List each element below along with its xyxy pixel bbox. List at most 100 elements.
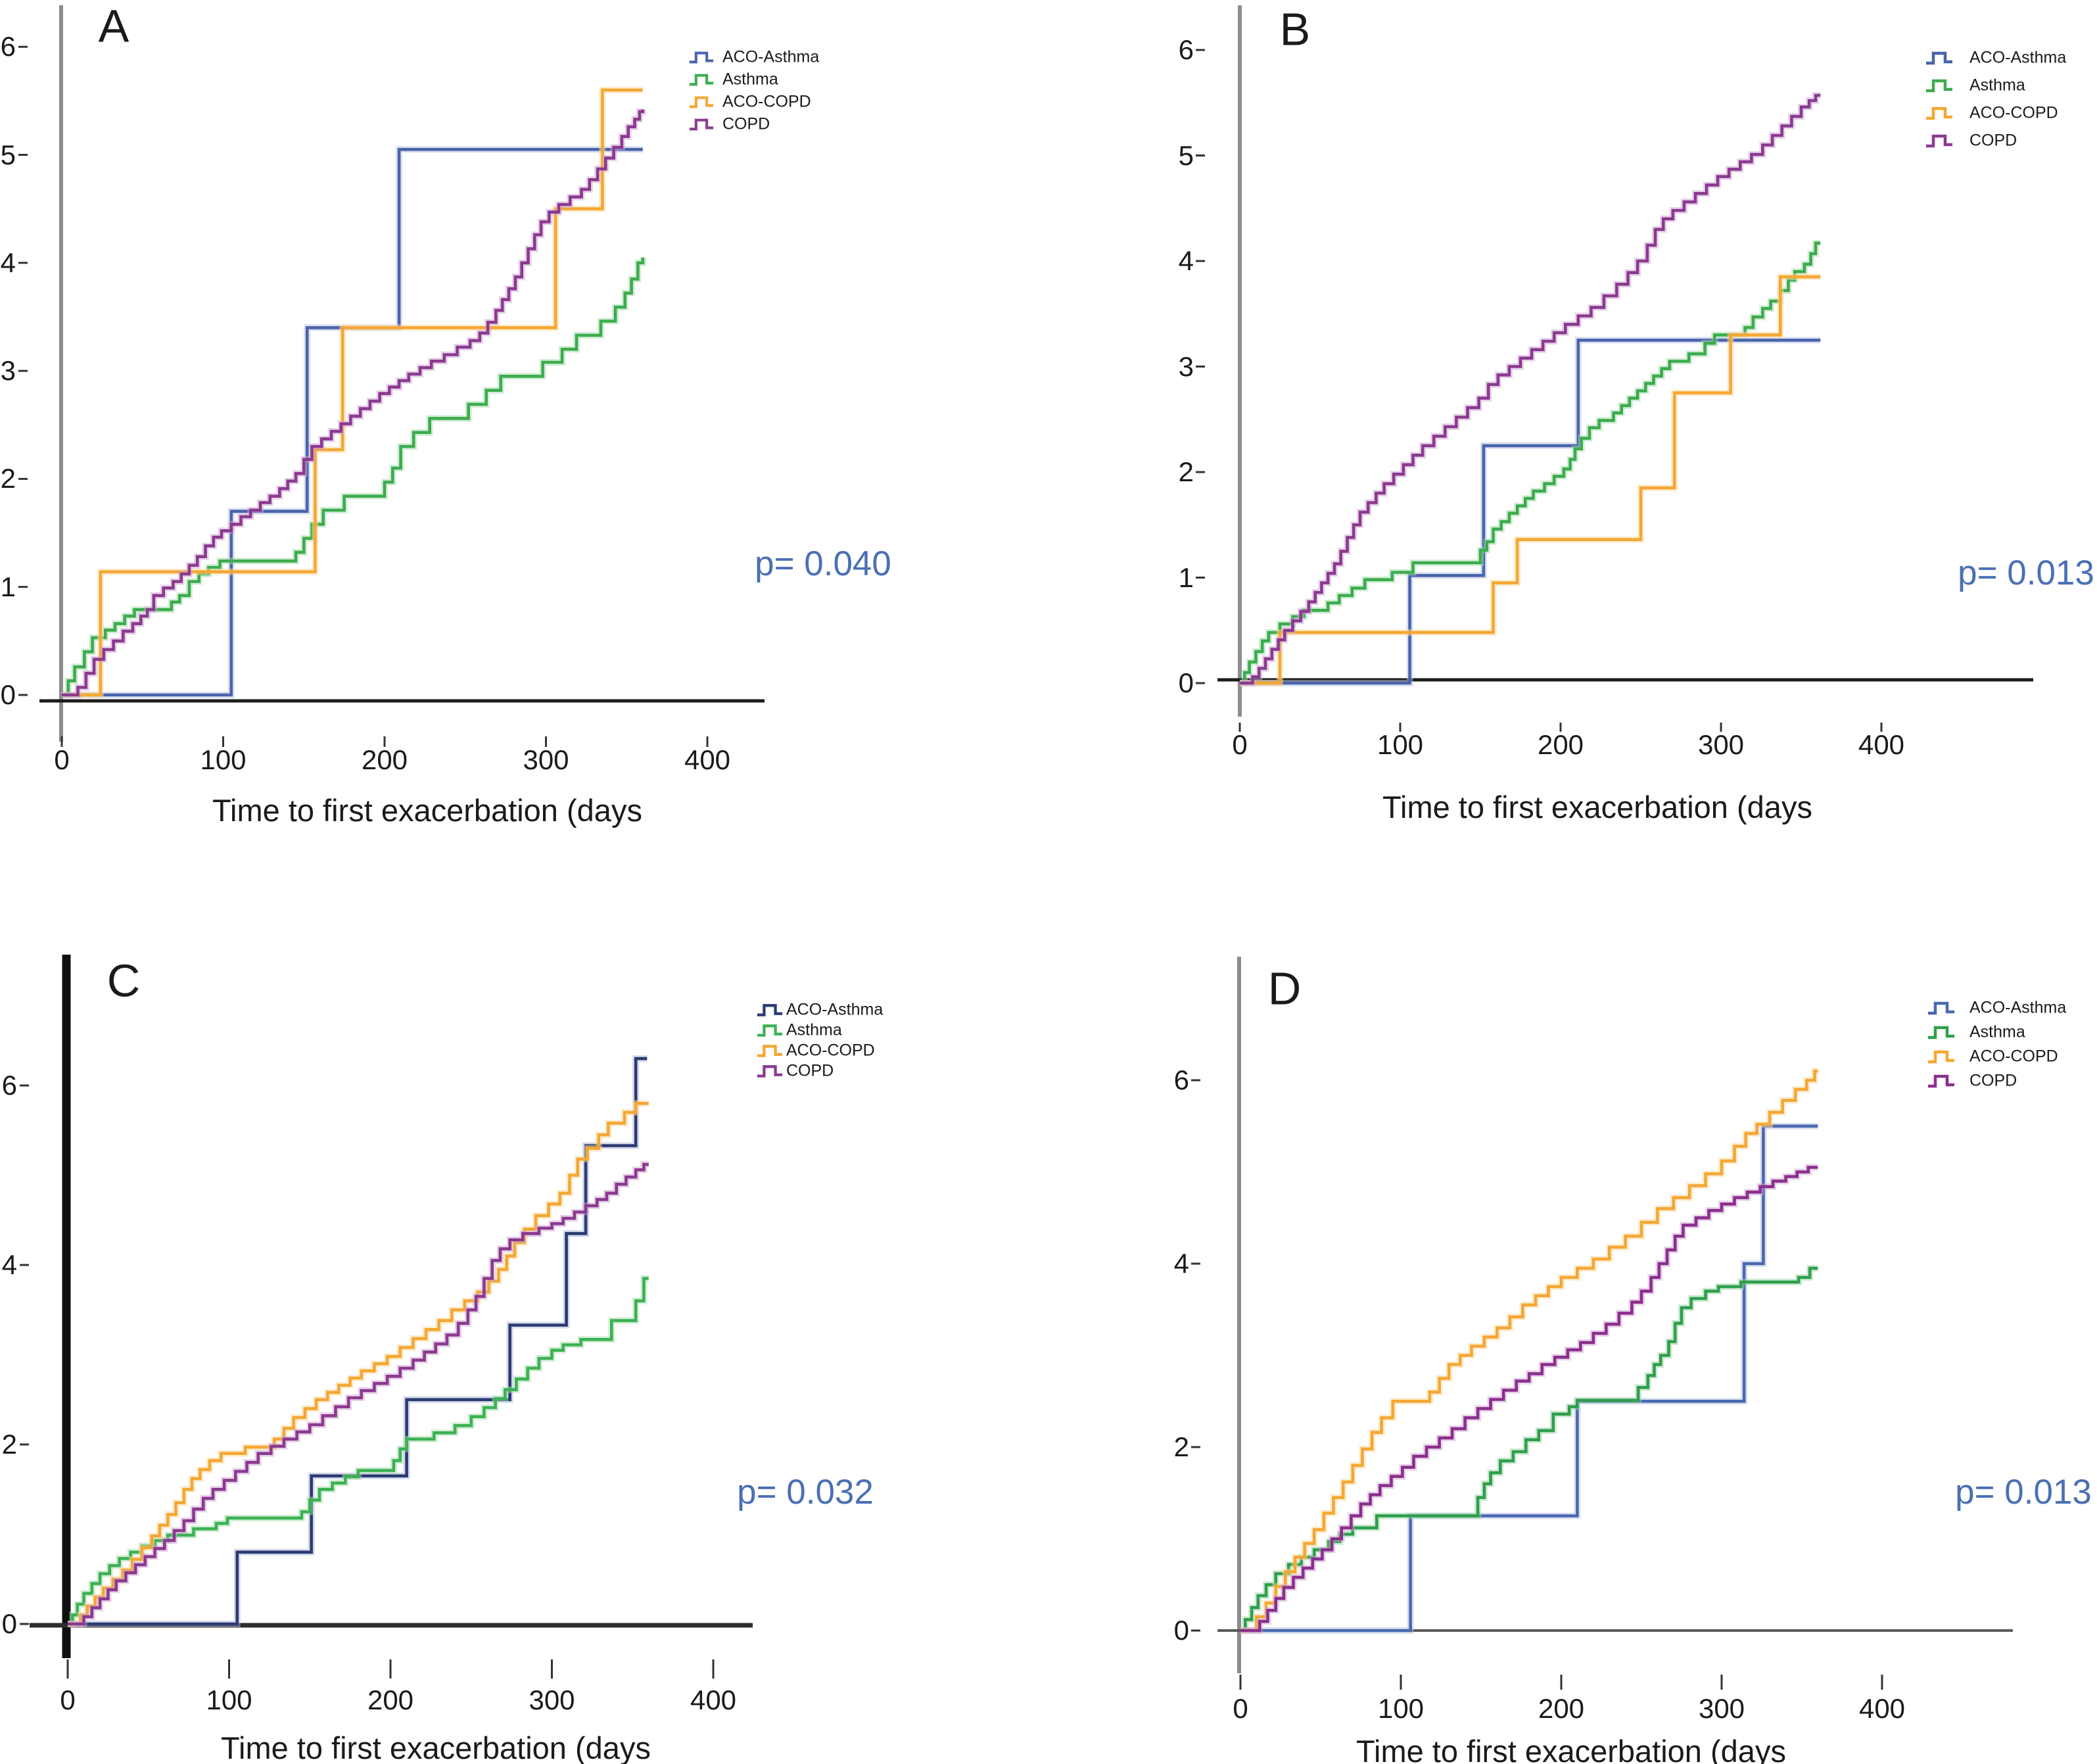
legend-step-glyph: [1928, 1074, 1954, 1088]
panel-letter: C: [106, 955, 141, 1007]
legend-item-label: ACO-COPD: [722, 92, 811, 111]
legend-line-aco-asthma: [1926, 51, 1952, 65]
legend-item-label: Asthma: [786, 1020, 842, 1039]
legend-step-glyph: [757, 1045, 783, 1057]
series-line-copd: [68, 1162, 649, 1626]
legend-line-aco-copd: [1928, 1050, 1954, 1064]
series-line-copd: [1240, 93, 1821, 685]
x-tick-label: 400: [690, 1684, 737, 1715]
legend-key: [1922, 77, 1956, 97]
y-tick-label: 6: [1, 1069, 17, 1101]
legend-item-label: Asthma: [1969, 76, 2025, 95]
y-tick-label: 2: [1173, 1431, 1189, 1462]
x-tick-label: 300: [1698, 1692, 1745, 1724]
p-value-label: p= 0.013: [1955, 1472, 2092, 1512]
x-tick-label: 200: [367, 1684, 414, 1715]
y-tick-label: 1: [1178, 561, 1194, 593]
legend-line-asthma: [1926, 79, 1952, 93]
legend-line-copd: [1926, 134, 1952, 148]
legend-line-aco-asthma: [757, 1004, 783, 1016]
legend-key: [1925, 1072, 1958, 1093]
legend-item-label: ACO-COPD: [1969, 103, 2058, 122]
y-tick-label: 4: [1178, 245, 1194, 276]
legend-item-label: COPD: [722, 114, 770, 133]
legend-line-asthma: [689, 74, 714, 86]
x-tick-label: 400: [1858, 1692, 1906, 1724]
legend-key: [688, 116, 715, 136]
x-tick-label: 0: [1232, 728, 1248, 760]
x-tick-label: 200: [1537, 728, 1584, 760]
x-tick-label: 300: [1697, 728, 1745, 760]
y-tick-label: 2: [1178, 456, 1194, 487]
series-line-asthma: [62, 257, 645, 697]
y-tick-label: 0: [1178, 667, 1194, 698]
legend-step-glyph: [1928, 1050, 1954, 1064]
series-line-aco-asthma: [62, 148, 643, 697]
legend-step-glyph: [1926, 107, 1952, 120]
y-tick-label: 0: [1, 1608, 17, 1639]
legend-key: [688, 93, 715, 114]
legend-key: [1922, 49, 1956, 70]
series-line-aco-copd: [62, 88, 643, 697]
legend-step-glyph: [1926, 134, 1952, 148]
y-tick-label: 4: [0, 247, 16, 278]
legend-key: [756, 1001, 784, 1022]
y-tick-label: 3: [0, 355, 16, 386]
legend-item-label: ACO-Asthma: [1969, 48, 2067, 67]
x-tick-label: 0: [60, 1684, 76, 1715]
legend-line-aco-asthma: [1928, 1001, 1954, 1015]
x-tick-label: 0: [1233, 1692, 1248, 1724]
series-halo-asthma: [1240, 1265, 1818, 1634]
x-tick-label: 200: [361, 744, 408, 775]
legend-step-glyph: [1928, 1001, 1954, 1015]
legend-step-glyph: [1928, 1026, 1954, 1039]
legend-line-copd: [689, 118, 714, 131]
y-tick-label: 4: [1173, 1247, 1189, 1279]
legend-key: [756, 1042, 784, 1062]
legend-key: [1922, 105, 1956, 125]
legend-line-aco-copd: [689, 96, 714, 108]
x-axis-title: Time to first exacerbation (days: [221, 1730, 651, 1764]
x-tick-label: 400: [684, 744, 731, 775]
p-value-label: p= 0.040: [755, 544, 891, 583]
x-tick-label: 100: [1377, 1692, 1425, 1724]
legend-key: [688, 71, 715, 91]
legend-item-label: Asthma: [1969, 1022, 2025, 1041]
legend-item-label: ACO-COPD: [786, 1041, 875, 1060]
legend-step-glyph: [689, 96, 714, 108]
panel-letter: B: [1279, 3, 1311, 55]
x-tick-label: 400: [1858, 728, 1905, 760]
legend-line-copd: [757, 1065, 783, 1078]
x-tick-label: 200: [1538, 1692, 1585, 1724]
legend-step-glyph: [757, 1004, 783, 1016]
legend-key: [1925, 999, 1958, 1020]
series-line-asthma: [1240, 1266, 1818, 1633]
y-tick-label: 0: [0, 679, 16, 710]
x-tick-label: 100: [200, 744, 247, 775]
legend-step-glyph: [757, 1024, 783, 1037]
legend-item-label: ACO-COPD: [1969, 1047, 2058, 1066]
series-line-aco-asthma: [68, 1057, 648, 1626]
legend-item-label: COPD: [1969, 1071, 2017, 1090]
x-tick-label: 100: [206, 1684, 252, 1715]
legend-line-asthma: [1928, 1026, 1954, 1039]
legend-key: [1925, 1024, 1958, 1044]
panel-letter: D: [1267, 963, 1302, 1014]
series-line-aco-copd: [1240, 275, 1821, 685]
x-tick-label: 100: [1377, 728, 1424, 760]
series-line-asthma: [68, 1277, 649, 1626]
legend-line-asthma: [757, 1024, 783, 1037]
x-tick-label: 300: [529, 1684, 575, 1715]
series-line-copd: [62, 109, 645, 697]
x-axis-title: Time to first exacerbation (days: [1382, 790, 1812, 825]
legend-line-aco-copd: [1926, 107, 1952, 120]
legend-line-copd: [1928, 1074, 1954, 1088]
series-halo-aco-copd: [62, 86, 643, 698]
legend-item-label: ACO-Asthma: [786, 1000, 884, 1019]
legend-key: [756, 1062, 784, 1083]
p-value-label: p= 0.013: [1958, 553, 2094, 592]
y-tick-label: 2: [0, 463, 16, 494]
legend-item-label: Asthma: [722, 70, 778, 89]
